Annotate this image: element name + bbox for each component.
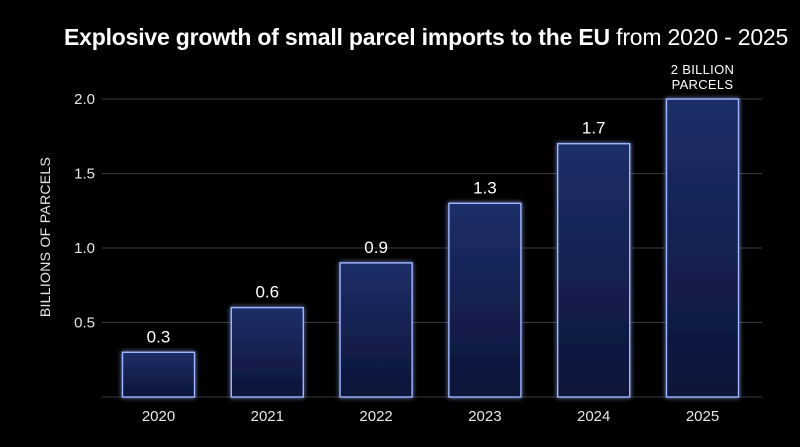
bar bbox=[230, 306, 305, 398]
bars bbox=[121, 98, 740, 398]
y-axis-label: BILLIONS OF PARCELS bbox=[37, 157, 53, 317]
bar bbox=[339, 262, 413, 398]
data-label: 0.3 bbox=[147, 327, 171, 346]
x-tick-label: 2023 bbox=[468, 408, 501, 425]
x-tick-label: 2022 bbox=[359, 408, 392, 425]
x-tick-label: 2024 bbox=[577, 408, 610, 425]
data-label: 0.6 bbox=[255, 283, 279, 302]
x-tick-label: 2025 bbox=[686, 408, 719, 425]
bar bbox=[448, 202, 522, 398]
labels: 0.5 1.0 1.5 2.0 2020 0.3 2021 0.6 2022 0.9 2023 1.3… bbox=[74, 62, 734, 425]
y-tick-label: 1.0 bbox=[74, 240, 95, 257]
bar bbox=[121, 351, 196, 398]
bar bbox=[557, 142, 631, 398]
chart-title-bold: Explosive growth of small parcel imports… bbox=[64, 24, 610, 50]
annotation-line-2: PARCELS bbox=[672, 77, 734, 92]
chart-title: Explosive growth of small parcel imports… bbox=[64, 24, 788, 50]
y-tick-label: 0.5 bbox=[74, 315, 95, 332]
data-label: 1.7 bbox=[582, 119, 606, 138]
gridlines bbox=[102, 98, 762, 398]
data-label: 1.3 bbox=[473, 178, 497, 197]
y-tick-label: 1.5 bbox=[74, 166, 95, 183]
y-tick-label: 2.0 bbox=[74, 91, 95, 108]
chart-title-light: from 2020 - 2025 bbox=[616, 24, 789, 50]
x-tick-label: 2021 bbox=[251, 408, 284, 425]
x-tick-label: 2020 bbox=[142, 408, 175, 425]
data-label: 0.9 bbox=[364, 238, 388, 257]
bar bbox=[665, 98, 740, 398]
annotation-line-1: 2 BILLION bbox=[671, 62, 734, 77]
